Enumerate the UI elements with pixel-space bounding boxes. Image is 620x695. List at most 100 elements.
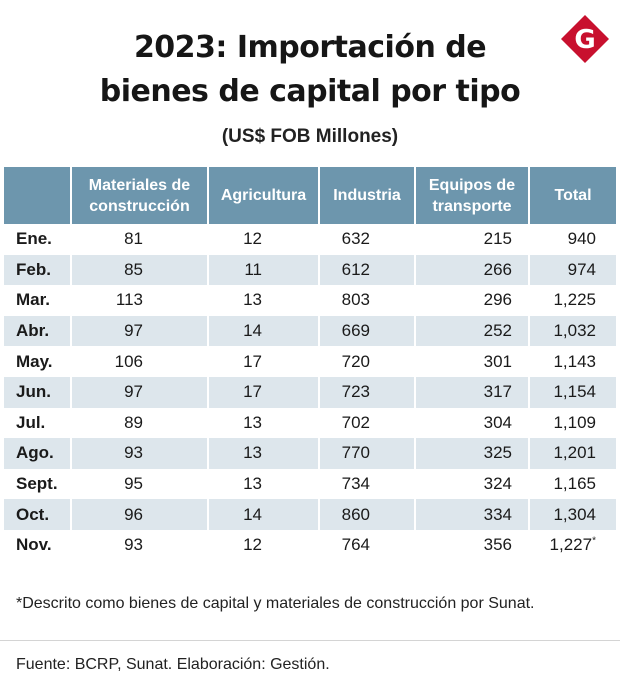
column-header-month (4, 167, 72, 224)
cell-total: 1,201 (530, 438, 616, 469)
cell-value: 304 (483, 412, 512, 432)
cell-value: 266 (483, 259, 512, 279)
cell-equipos: 325 (416, 438, 530, 469)
cell-value: 96 (124, 504, 143, 524)
cell-value: 85 (124, 259, 143, 279)
cell-equipos: 252 (416, 315, 530, 347)
cell-value: 81 (124, 229, 143, 249)
cell-agricultura: 13 (209, 468, 320, 500)
title-line-2: bienes de capital por tipo (99, 74, 521, 109)
cell-value: 940 (567, 229, 596, 249)
cell-agricultura: 14 (209, 315, 320, 347)
cell-value: 252 (483, 321, 512, 341)
cell-value: 89 (124, 412, 143, 432)
cell-value: 317 (483, 382, 512, 402)
cell-value: 1,304 (553, 504, 596, 524)
cell-value: 14 (243, 321, 262, 341)
cell-industria: 723 (320, 376, 416, 408)
imports-table: Materiales de construcción Agricultura I… (4, 167, 616, 561)
cell-materiales: 97 (72, 376, 209, 408)
cell-equipos: 301 (416, 346, 530, 377)
row-month-label: Oct. (4, 499, 72, 530)
cell-value: 734 (341, 474, 370, 494)
cell-value: 1,225 (553, 290, 596, 310)
cell-agricultura: 14 (209, 499, 320, 530)
cell-industria: 612 (320, 254, 416, 286)
cell-value: 324 (483, 474, 512, 494)
cell-total: 1,227* (530, 530, 616, 561)
table-row: Mar. 113 13 803 296 1,225 (4, 285, 616, 316)
cell-agricultura: 12 (209, 529, 320, 561)
cell-industria: 669 (320, 315, 416, 347)
cell-value: 770 (341, 443, 370, 463)
table-row: Abr. 97 14 669 252 1,032 (4, 315, 616, 347)
cell-equipos: 324 (416, 468, 530, 500)
cell-equipos: 334 (416, 499, 530, 530)
cell-value: 11 (244, 259, 262, 279)
cell-materiales: 81 (72, 224, 209, 255)
cell-materiales: 97 (72, 315, 209, 347)
cell-agricultura: 13 (209, 285, 320, 316)
row-month-label: Nov. (4, 529, 72, 561)
table-row: Ene. 81 12 632 215 940 (4, 224, 616, 255)
logo-letter: G (574, 25, 595, 55)
cell-value: 95 (124, 474, 143, 494)
subtitle: (US$ FOB Millones) (221, 126, 399, 147)
cell-industria: 632 (320, 224, 416, 255)
cell-value: 17 (243, 351, 262, 371)
row-month-label: Jul. (4, 407, 72, 439)
cell-value: 1,227 (549, 535, 593, 555)
title-line-1: 2023: Importación de (133, 30, 487, 65)
column-header-total: Total (530, 167, 616, 224)
table-row: Feb. 85 11 612 266 974 (4, 254, 616, 286)
footnote: *Descrito como bienes de capital y mater… (16, 595, 535, 612)
cell-materiales: 93 (72, 529, 209, 561)
cell-agricultura: 17 (209, 376, 320, 408)
table-row: Sept. 95 13 734 324 1,165 (4, 468, 616, 500)
cell-value: 720 (341, 351, 370, 371)
cell-materiales: 93 (72, 438, 209, 469)
cell-value: 97 (124, 382, 143, 402)
row-month-label: Sept. (4, 468, 72, 500)
cell-value: 334 (483, 504, 512, 524)
cell-total: 1,032 (530, 315, 616, 347)
cell-agricultura: 17 (209, 346, 320, 377)
cell-industria: 803 (320, 285, 416, 316)
cell-total: 1,154 (530, 376, 616, 408)
table-row: May. 106 17 720 301 1,143 (4, 346, 616, 377)
table-body: Ene. 81 12 632 215 940 Feb. 85 11 612 266 974 Mar. 11… (4, 224, 616, 561)
row-month-label: May. (4, 346, 72, 377)
cell-total: 1,109 (530, 408, 616, 439)
cell-value: 1,201 (553, 443, 596, 463)
cell-value: 13 (243, 474, 262, 494)
cell-total: 1,304 (530, 499, 616, 530)
cell-total: 940 (530, 224, 616, 255)
table-row: Nov. 93 12 764 356 1,227* (4, 529, 616, 561)
cell-value: 296 (483, 290, 512, 310)
cell-value: 632 (341, 229, 370, 249)
cell-value: 93 (124, 443, 143, 463)
cell-equipos: 296 (416, 285, 530, 316)
cell-value: 14 (243, 504, 262, 524)
row-month-label: Jun. (4, 376, 72, 408)
cell-total: 1,225 (530, 285, 616, 316)
column-header-materiales: Materiales de construcción (72, 167, 209, 224)
cell-equipos: 317 (416, 376, 530, 408)
cell-industria: 720 (320, 346, 416, 377)
cell-value: 97 (124, 321, 143, 341)
cell-equipos: 356 (416, 529, 530, 561)
cell-value: 1,109 (553, 412, 596, 432)
cell-value: 974 (567, 259, 596, 279)
table-row: Jun. 97 17 723 317 1,154 (4, 376, 616, 408)
cell-value: 12 (243, 229, 262, 249)
page-title: 2023: Importación de bienes de capital p… (40, 26, 580, 114)
cell-value: 93 (124, 535, 143, 555)
cell-total: 974 (530, 254, 616, 286)
cell-industria: 764 (320, 529, 416, 561)
cell-value: 356 (483, 535, 512, 555)
cell-value: 113 (115, 290, 143, 310)
divider (0, 640, 620, 641)
cell-industria: 860 (320, 499, 416, 530)
source-note: Fuente: BCRP, Sunat. Elaboración: Gestió… (16, 656, 330, 673)
cell-value: 764 (341, 535, 370, 555)
